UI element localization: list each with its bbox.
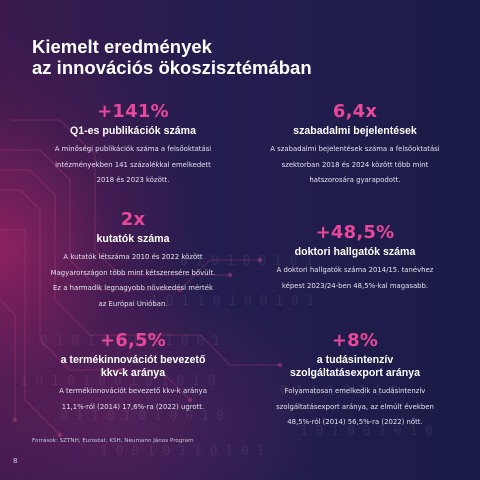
stat-description-line: A kutatók létszáma 2010 és 2022 között <box>63 253 203 261</box>
stat-description-line: A doktori hallgatók száma 2014/15. tanév… <box>276 266 434 274</box>
stat-heading: Q1-es publikációk száma <box>40 125 226 138</box>
title-line-1: Kiemelt eredmények <box>32 36 212 57</box>
stat-heading-line: szabadalmi bejelentések <box>293 125 417 137</box>
stat-description: A minőségi publikációk száma a felsőokta… <box>40 142 226 189</box>
stat-heading: a tudásintenzív szolgáltatásexport arány… <box>256 354 454 380</box>
stat-value: 2x <box>120 209 146 230</box>
stat-description-line: intézményekben 141 százalékkal emelkedet… <box>55 160 211 169</box>
stat-description: A kutatók létszáma 2010 és 2022 között M… <box>40 250 226 312</box>
stat-heading-line: a tudásintenzív <box>316 354 394 366</box>
title-line-2: az innovációs ökoszisztémában <box>32 57 312 78</box>
stat-description-line: 11,1%-ról (2014) 17,6%-ra (2022) ugrott. <box>61 402 205 411</box>
stat-heading: szabadalmi bejelentések <box>256 125 454 138</box>
svg-text:1 0 0 1 0 1 1 0 1 0 1: 1 0 0 1 0 1 1 0 1 0 1 <box>100 444 264 459</box>
stat-description: A termékinnovációt bevezető kkv-k aránya… <box>40 384 226 415</box>
stat-value: 6,4x <box>332 101 378 122</box>
stat-value: +8% <box>331 330 379 351</box>
stat-heading: kutatók száma <box>40 233 226 246</box>
stat-description: Folyamatosan emelkedik a tudásintenzív s… <box>256 384 454 431</box>
stat-heading-line: kutatók száma <box>96 233 170 245</box>
stat-description: A szabadalmi bejelentések száma a felsőo… <box>256 142 454 189</box>
stat-heading-line: szolgáltatásexport aránya <box>289 367 421 379</box>
stat-description-line: A termékinnovációt bevezető kkv-k aránya <box>59 387 207 395</box>
stat-description-line: szolgáltatásexport aránya, az elmúlt éve… <box>276 402 434 411</box>
stat-heading-line: a termékinnovációt bevezető <box>60 354 206 366</box>
stat-value: +6,5% <box>99 330 166 351</box>
stat-value: +141% <box>97 101 169 122</box>
stat-description-line: A szabadalmi bejelentések száma a felsőo… <box>270 145 440 153</box>
stat-description-line: Ez a harmadik legnagyobb növekedési mért… <box>53 284 213 292</box>
stat-publications: +141% Q1-es publikációk száma A minőségi… <box>40 101 226 189</box>
stat-heading: a termékinnovációt bevezető kkv-k aránya <box>40 354 226 380</box>
page-number: 8 <box>13 457 18 465</box>
stat-description: A doktori hallgatók száma 2014/15. tanév… <box>256 263 454 294</box>
sources-note: Források: SZTNH, Eurostat, KSH, Neumann … <box>32 438 194 444</box>
stat-description-line: Magyarországon több mint kétszeresére bő… <box>50 268 216 277</box>
stat-description-line: az Európai Unióban. <box>98 299 168 308</box>
stat-heading-line: doktori hallgatók száma <box>294 246 416 258</box>
stat-description-line: képest 2023/24-ben 48,5%-kal magasabb. <box>281 281 429 290</box>
stat-description-line: szektorban 2018 és 2024 között több mint <box>281 160 429 169</box>
stat-description-line: 2018 és 2023 között. <box>96 176 170 184</box>
stat-description-line: 48,5%-ról (2014) 56,5%-ra (2022) nőtt. <box>287 418 423 426</box>
stat-patents: 6,4x szabadalmi bejelentések A szabadalm… <box>256 101 454 189</box>
stat-description-line: A minőségi publikációk száma a felsőokta… <box>54 145 212 153</box>
page-title: Kiemelt eredmények az innovációs ökoszis… <box>32 36 432 78</box>
stat-description-line: Folyamatosan emelkedik a tudásintenzív <box>284 387 426 395</box>
stat-doctoral-students: +48,5% doktori hallgatók száma A doktori… <box>256 222 454 294</box>
stat-sme-product-innovation: +6,5% a termékinnovációt bevezető kkv-k … <box>40 330 226 415</box>
stat-heading: doktori hallgatók száma <box>256 246 454 259</box>
stat-heading-line: Q1-es publikációk száma <box>69 125 196 137</box>
stat-value: +48,5% <box>315 222 395 243</box>
stat-heading-line: kkv-k aránya <box>100 367 166 379</box>
stat-description-line: hatszorosára gyarapodott. <box>309 176 401 184</box>
stat-knowledge-services-export: +8% a tudásintenzív szolgáltatásexport a… <box>256 330 454 431</box>
stat-researchers: 2x kutatók száma A kutatók létszáma 2010… <box>40 209 226 312</box>
